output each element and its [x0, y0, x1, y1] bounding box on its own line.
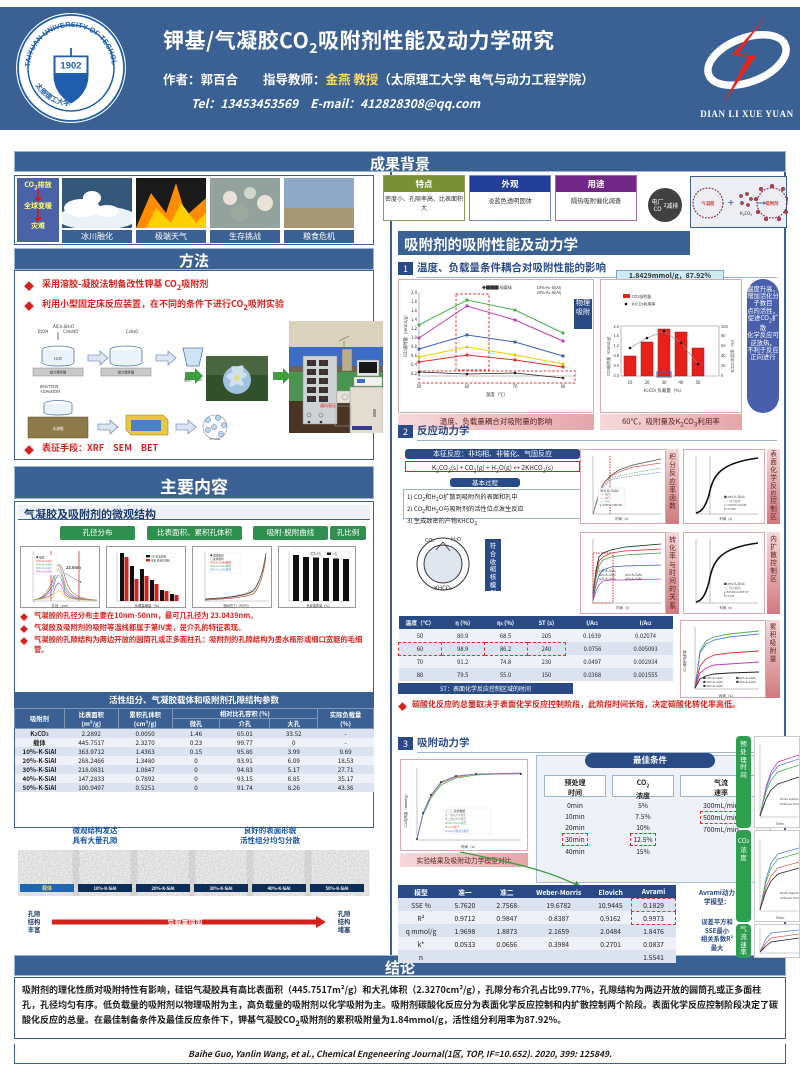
svg-text:H2O: H2O	[451, 536, 461, 543]
svg-text:0: 0	[721, 373, 724, 379]
svg-text:Solid lines: Avrami fractional: Solid lines: Avrami fractional model	[780, 896, 800, 900]
svg-text:孔径（nm）: 孔径（nm）	[52, 603, 71, 608]
svg-text:◆███ 纯载体: ◆███ 纯载体	[482, 284, 513, 291]
svg-text:40%-K-SiAl: 40%-K-SiAl	[267, 885, 291, 892]
svg-text:C2H5O: C2H5O	[126, 329, 138, 335]
svg-text:K2CO3利用率（%）: K2CO3利用率（%）	[729, 337, 736, 372]
svg-text:时间（s）: 时间（s）	[720, 605, 735, 610]
svg-text:C2H5NO: C2H5NO	[63, 329, 79, 335]
svg-text:CO2吸附量（mmol/g）: CO2吸附量（mmol/g）	[402, 313, 409, 358]
svg-text:23.0nm: 23.0nm	[66, 565, 81, 571]
svg-text:20%-K-SiAl: 20%-K-SiAl	[151, 885, 175, 892]
svg-text:2.0: 2.0	[411, 290, 418, 296]
svg-text:1.4: 1.4	[411, 317, 418, 323]
svg-text:CO2累积吸附量: CO2累积吸附量	[682, 649, 687, 671]
svg-text:时间（s）: 时间（s）	[616, 605, 631, 610]
svg-text:吸附剂: 吸附剂	[766, 200, 780, 207]
svg-text:负载量质量（%）: 负载量质量（%）	[306, 603, 331, 608]
svg-text:0.8: 0.8	[613, 353, 619, 359]
svg-text:50%-K-SiAl: 50%-K-SiAl	[325, 885, 349, 892]
svg-text:R²=0.9788: R²=0.9788	[724, 507, 736, 511]
svg-text:40%-Kₓ-Si(Al): 40%-Kₓ-Si(Al)	[36, 570, 52, 574]
svg-text:K2CO3: K2CO3	[740, 211, 752, 217]
svg-text:R²=0.975: R²=0.975	[724, 594, 735, 598]
svg-text:Time,s: Time,s	[776, 822, 785, 826]
svg-text:+: +	[728, 194, 734, 209]
svg-text:磁力搅拌器: 磁力搅拌器	[50, 370, 67, 375]
svg-text:时间（s）: 时间（s）	[615, 516, 630, 521]
svg-text:1.0: 1.0	[411, 335, 418, 341]
svg-text:0.4: 0.4	[613, 363, 619, 369]
svg-text:50%-Kₓ-Si(Al): 50%-Kₓ-Si(Al)	[599, 577, 616, 581]
svg-text:■ 50%-Kₓ-Si(Al): ■ 50%-Kₓ-Si(Al)	[703, 684, 723, 688]
svg-text:CO2吸附量（mmol/g）: CO2吸附量（mmol/g）	[403, 792, 408, 827]
svg-text:Points: experimental data: Points: experimental data	[780, 797, 800, 801]
svg-text:温度（℃）: 温度（℃）	[486, 391, 509, 398]
svg-text:70: 70	[513, 384, 518, 390]
svg-text:时间（s）: 时间（s）	[719, 693, 735, 699]
svg-text:0.6: 0.6	[411, 353, 418, 359]
svg-text:负载量增量（%）: 负载量增量（%）	[135, 603, 162, 608]
svg-text:80: 80	[721, 333, 726, 339]
svg-text:40%-Kₓ-Si(Al): 40%-Kₓ-Si(Al)	[625, 577, 642, 581]
svg-text:+20%EtOH: +20%EtOH	[40, 389, 60, 395]
svg-text:1.2: 1.2	[613, 343, 619, 349]
svg-text:30%-K-SiAl: 30%-K-SiAl	[209, 885, 233, 892]
svg-text:0.2: 0.2	[411, 371, 418, 377]
svg-text:20: 20	[721, 363, 726, 369]
svg-text:1.8: 1.8	[411, 299, 418, 305]
svg-text:100: 100	[721, 324, 728, 330]
svg-text:50: 50	[696, 380, 701, 386]
svg-text:载体: 载体	[42, 885, 52, 892]
svg-text:Time,s: Time,s	[776, 916, 785, 920]
svg-text:时间（s）: 时间（s）	[720, 516, 735, 521]
svg-text:30: 30	[662, 380, 667, 386]
svg-text:50: 50	[417, 384, 422, 390]
svg-text:介孔: 介孔	[332, 552, 338, 556]
svg-text:y=4.52E7t-3.26E-6%: y=4.52E7t-3.26E-6%	[600, 503, 623, 507]
svg-text:水溶胶: 水溶胶	[52, 426, 64, 432]
svg-text:■ 40%-Kₓ-Si(Al): ■ 40%-Kₓ-Si(Al)	[736, 680, 756, 684]
svg-text:0.4: 0.4	[411, 362, 418, 368]
svg-text:H2O: H2O	[54, 356, 62, 362]
svg-text:CO2吸附量: CO2吸附量	[632, 293, 651, 300]
svg-text:20: 20	[645, 380, 650, 386]
svg-text:40: 40	[679, 380, 684, 386]
svg-text:0.8: 0.8	[411, 344, 418, 350]
svg-text:80: 80	[561, 384, 566, 390]
svg-text:0.0: 0.0	[613, 373, 619, 379]
svg-text:10: 10	[628, 380, 633, 386]
svg-text:Avrami分数动力模型: Avrami分数动力模型	[445, 829, 469, 833]
svg-text:1.6: 1.6	[613, 333, 619, 339]
svg-text:30%-Kₓ-Si(Al)吸附: 30%-Kₓ-Si(Al)吸附	[210, 568, 231, 572]
svg-text:20%-Kx-Si(Al): 20%-Kx-Si(Al)	[537, 290, 562, 296]
svg-text:CO2: CO2	[425, 536, 434, 544]
svg-text:气凝胶: 气凝胶	[702, 200, 716, 207]
svg-text:1902: 1902	[60, 61, 81, 72]
svg-text:Solid lines: Avrami fractional: Solid lines: Avrami fractional model	[780, 802, 800, 806]
svg-text:K2CO3利用率: K2CO3利用率	[632, 301, 655, 308]
svg-text:累积 累积孔体积: 累积 累积孔体积	[151, 559, 170, 563]
svg-text:磁力搅拌器: 磁力搅拌器	[118, 370, 135, 375]
svg-text:10%-K-SiAl: 10%-K-SiAl	[93, 885, 117, 892]
svg-text:气凝胶: 气凝胶	[209, 438, 221, 440]
svg-text:40: 40	[721, 353, 726, 359]
svg-text:EtOH: EtOH	[38, 329, 48, 335]
svg-text:60: 60	[721, 343, 726, 349]
svg-text:1.2: 1.2	[411, 326, 418, 332]
svg-text:60: 60	[465, 384, 470, 390]
svg-text:CO2吸附量（mmol/g）: CO2吸附量（mmol/g）	[605, 334, 612, 376]
svg-text:Points: experimental data: Points: experimental data	[780, 891, 800, 895]
svg-text:K2CO3 负载量（%）: K2CO3 负载量（%）	[644, 387, 684, 394]
svg-text:KHCO3: KHCO3	[434, 583, 452, 592]
svg-text:1.6: 1.6	[411, 308, 418, 314]
svg-text:通风表压: 通风表压	[320, 402, 336, 409]
svg-text:2.0: 2.0	[613, 324, 619, 330]
svg-text:大孔: 大孔	[316, 552, 322, 556]
svg-text:相对压力（P/P0）: 相对压力（P/P0）	[223, 603, 251, 608]
